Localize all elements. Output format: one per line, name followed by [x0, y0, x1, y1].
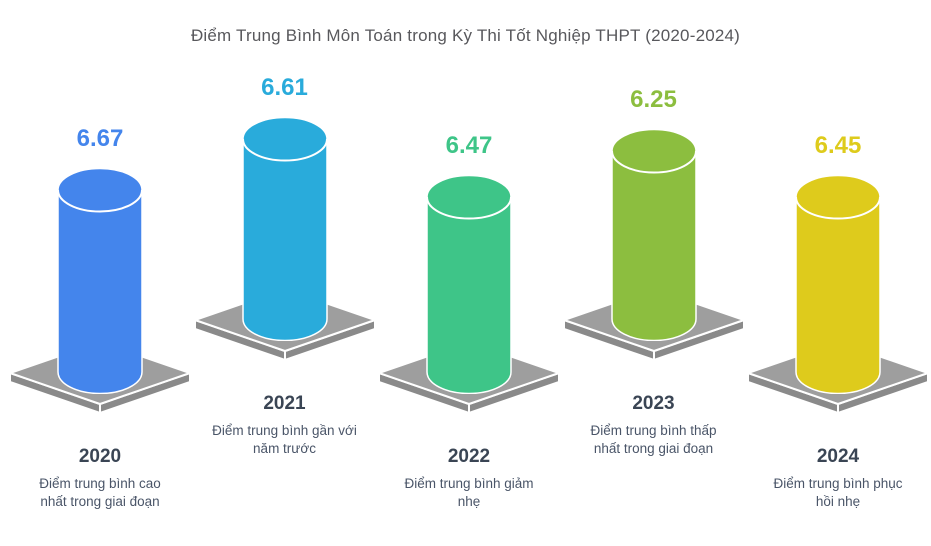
cylinder-bar [610, 129, 697, 341]
value-label: 6.25 [630, 86, 677, 113]
cylinder-bar [426, 175, 512, 394]
value-label: 6.67 [76, 125, 124, 152]
cylinder-bar [795, 175, 881, 394]
year-label: 2024 [816, 446, 860, 467]
cylinder-bar [57, 168, 143, 394]
year-label: 2020 [78, 446, 122, 467]
bar-annotation: Điểm trung bình giảm nhẹ [404, 476, 534, 509]
chart-title: Điểm Trung Bình Môn Toán trong Kỳ Thi Tố… [190, 26, 741, 45]
year-label: 2023 [632, 393, 675, 414]
value-label: 6.61 [261, 74, 308, 101]
year-label: 2021 [263, 393, 306, 414]
bar-annotation: Điểm trung bình gần với năm trước [212, 423, 357, 456]
value-label: 6.45 [814, 132, 862, 159]
bar-annotation: Điểm trung bình cao nhất trong giai đoạn [39, 476, 161, 509]
bar-annotation: Điểm trung bình phục hồi nhẹ [773, 476, 903, 509]
cylinder-bar [241, 117, 328, 341]
value-label: 6.47 [445, 132, 493, 159]
bar-annotation: Điểm trung bình thấp nhất trong giai đoạ… [590, 423, 717, 456]
year-label: 2022 [447, 446, 491, 467]
